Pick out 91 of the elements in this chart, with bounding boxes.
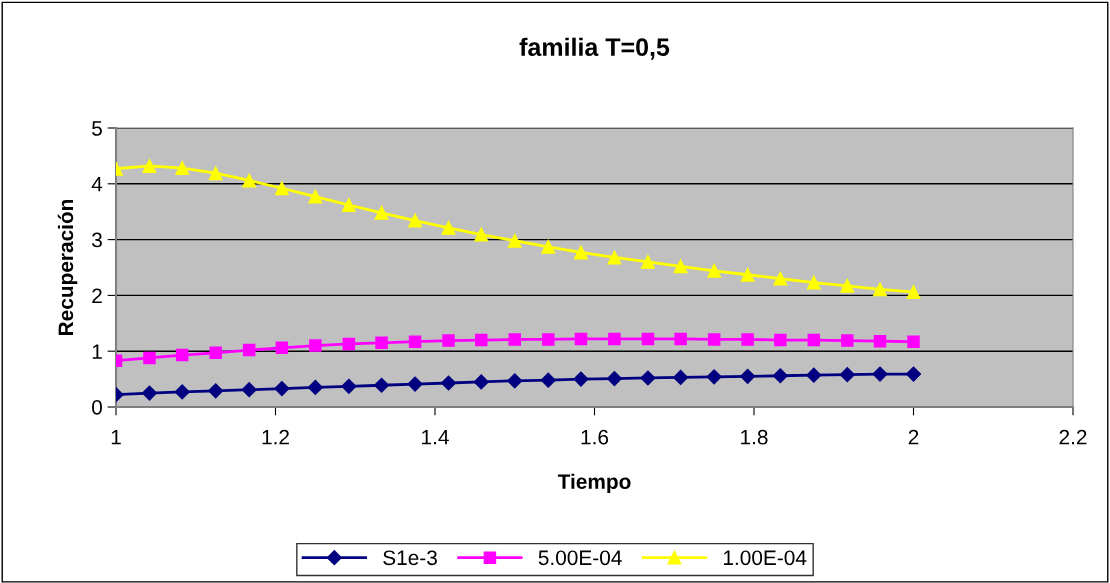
point — [309, 339, 322, 352]
point — [905, 366, 922, 382]
point — [308, 189, 323, 204]
point — [342, 337, 356, 351]
point — [906, 285, 921, 299]
point — [374, 205, 389, 220]
point — [640, 254, 655, 269]
point — [375, 336, 388, 350]
x-tick-label: 1.8 — [741, 429, 768, 445]
y-tick-label: 2 — [92, 288, 102, 303]
point — [508, 333, 522, 346]
point — [573, 371, 589, 387]
point — [307, 379, 323, 396]
point — [141, 385, 158, 401]
point — [175, 348, 189, 362]
point — [640, 370, 656, 386]
y-tick-label: 5 — [92, 121, 102, 136]
point — [507, 373, 523, 389]
point — [607, 250, 622, 265]
x-tick-label: 1.6 — [581, 429, 609, 445]
point — [407, 376, 423, 392]
point — [175, 161, 190, 176]
y-tick-label: 3 — [92, 232, 102, 248]
point — [507, 233, 522, 248]
point — [441, 220, 456, 235]
point — [773, 271, 788, 286]
point — [541, 239, 556, 254]
point — [608, 332, 621, 346]
point — [740, 267, 755, 282]
point — [275, 341, 289, 355]
point — [209, 346, 222, 360]
point — [741, 333, 754, 346]
point — [841, 334, 854, 347]
point — [408, 213, 423, 228]
x-tick-label: 1.2 — [262, 429, 289, 445]
point — [242, 343, 256, 357]
point — [873, 334, 887, 348]
point — [475, 333, 488, 347]
point — [241, 382, 257, 398]
point — [872, 366, 888, 382]
legend-label: 5.00E-04 — [538, 550, 622, 566]
point — [840, 278, 855, 293]
point — [873, 282, 887, 297]
x-tick-label: 1 — [111, 429, 121, 445]
y-tick-label: 4 — [91, 177, 103, 192]
point — [574, 332, 588, 346]
point — [674, 332, 687, 346]
point — [440, 375, 457, 391]
point — [142, 158, 157, 173]
point — [641, 332, 655, 346]
point — [473, 374, 489, 390]
y-tick-label: 0 — [92, 400, 102, 415]
point — [474, 227, 489, 242]
point — [242, 173, 257, 188]
x-axis-title: Tiempo — [557, 473, 631, 494]
point — [772, 368, 788, 384]
point — [373, 377, 390, 393]
point — [907, 335, 920, 348]
point — [208, 383, 224, 399]
point — [208, 166, 223, 181]
point — [274, 381, 290, 397]
point — [573, 245, 588, 260]
point — [807, 333, 821, 347]
point — [408, 335, 422, 348]
legend-label: 1.00E-04 — [723, 550, 807, 566]
point — [541, 333, 555, 346]
point — [806, 275, 821, 290]
point — [673, 369, 689, 385]
point — [341, 378, 357, 394]
point — [839, 367, 855, 383]
point — [806, 367, 822, 383]
point — [706, 369, 722, 385]
point — [707, 263, 722, 278]
chart-title: familia T=0,5 — [519, 37, 670, 60]
point — [606, 370, 623, 387]
point — [341, 198, 356, 212]
x-tick-label: 2 — [908, 429, 919, 445]
point — [673, 259, 688, 274]
point — [740, 368, 756, 384]
point — [174, 384, 190, 400]
point — [540, 372, 556, 388]
x-tick-label: 2.2 — [1059, 429, 1087, 445]
y-tick-label: 1 — [92, 344, 102, 359]
x-tick-label: 1.4 — [422, 429, 449, 445]
point — [774, 333, 787, 347]
point — [442, 334, 455, 347]
legend-label: S1e-3 — [383, 550, 437, 566]
y-axis-title: Recuperación — [57, 199, 78, 335]
point — [707, 333, 721, 346]
point — [143, 351, 156, 365]
point — [274, 181, 289, 196]
